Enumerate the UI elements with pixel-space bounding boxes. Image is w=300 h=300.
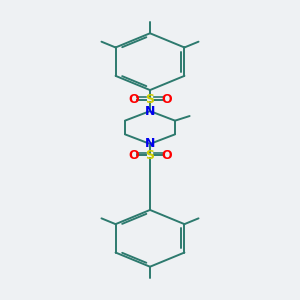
Text: N: N [145, 105, 155, 118]
Text: S: S [146, 93, 154, 106]
Text: O: O [161, 149, 172, 162]
Text: O: O [128, 149, 139, 162]
Text: S: S [146, 149, 154, 162]
Text: N: N [145, 137, 155, 150]
Text: O: O [161, 93, 172, 106]
Text: O: O [128, 93, 139, 106]
